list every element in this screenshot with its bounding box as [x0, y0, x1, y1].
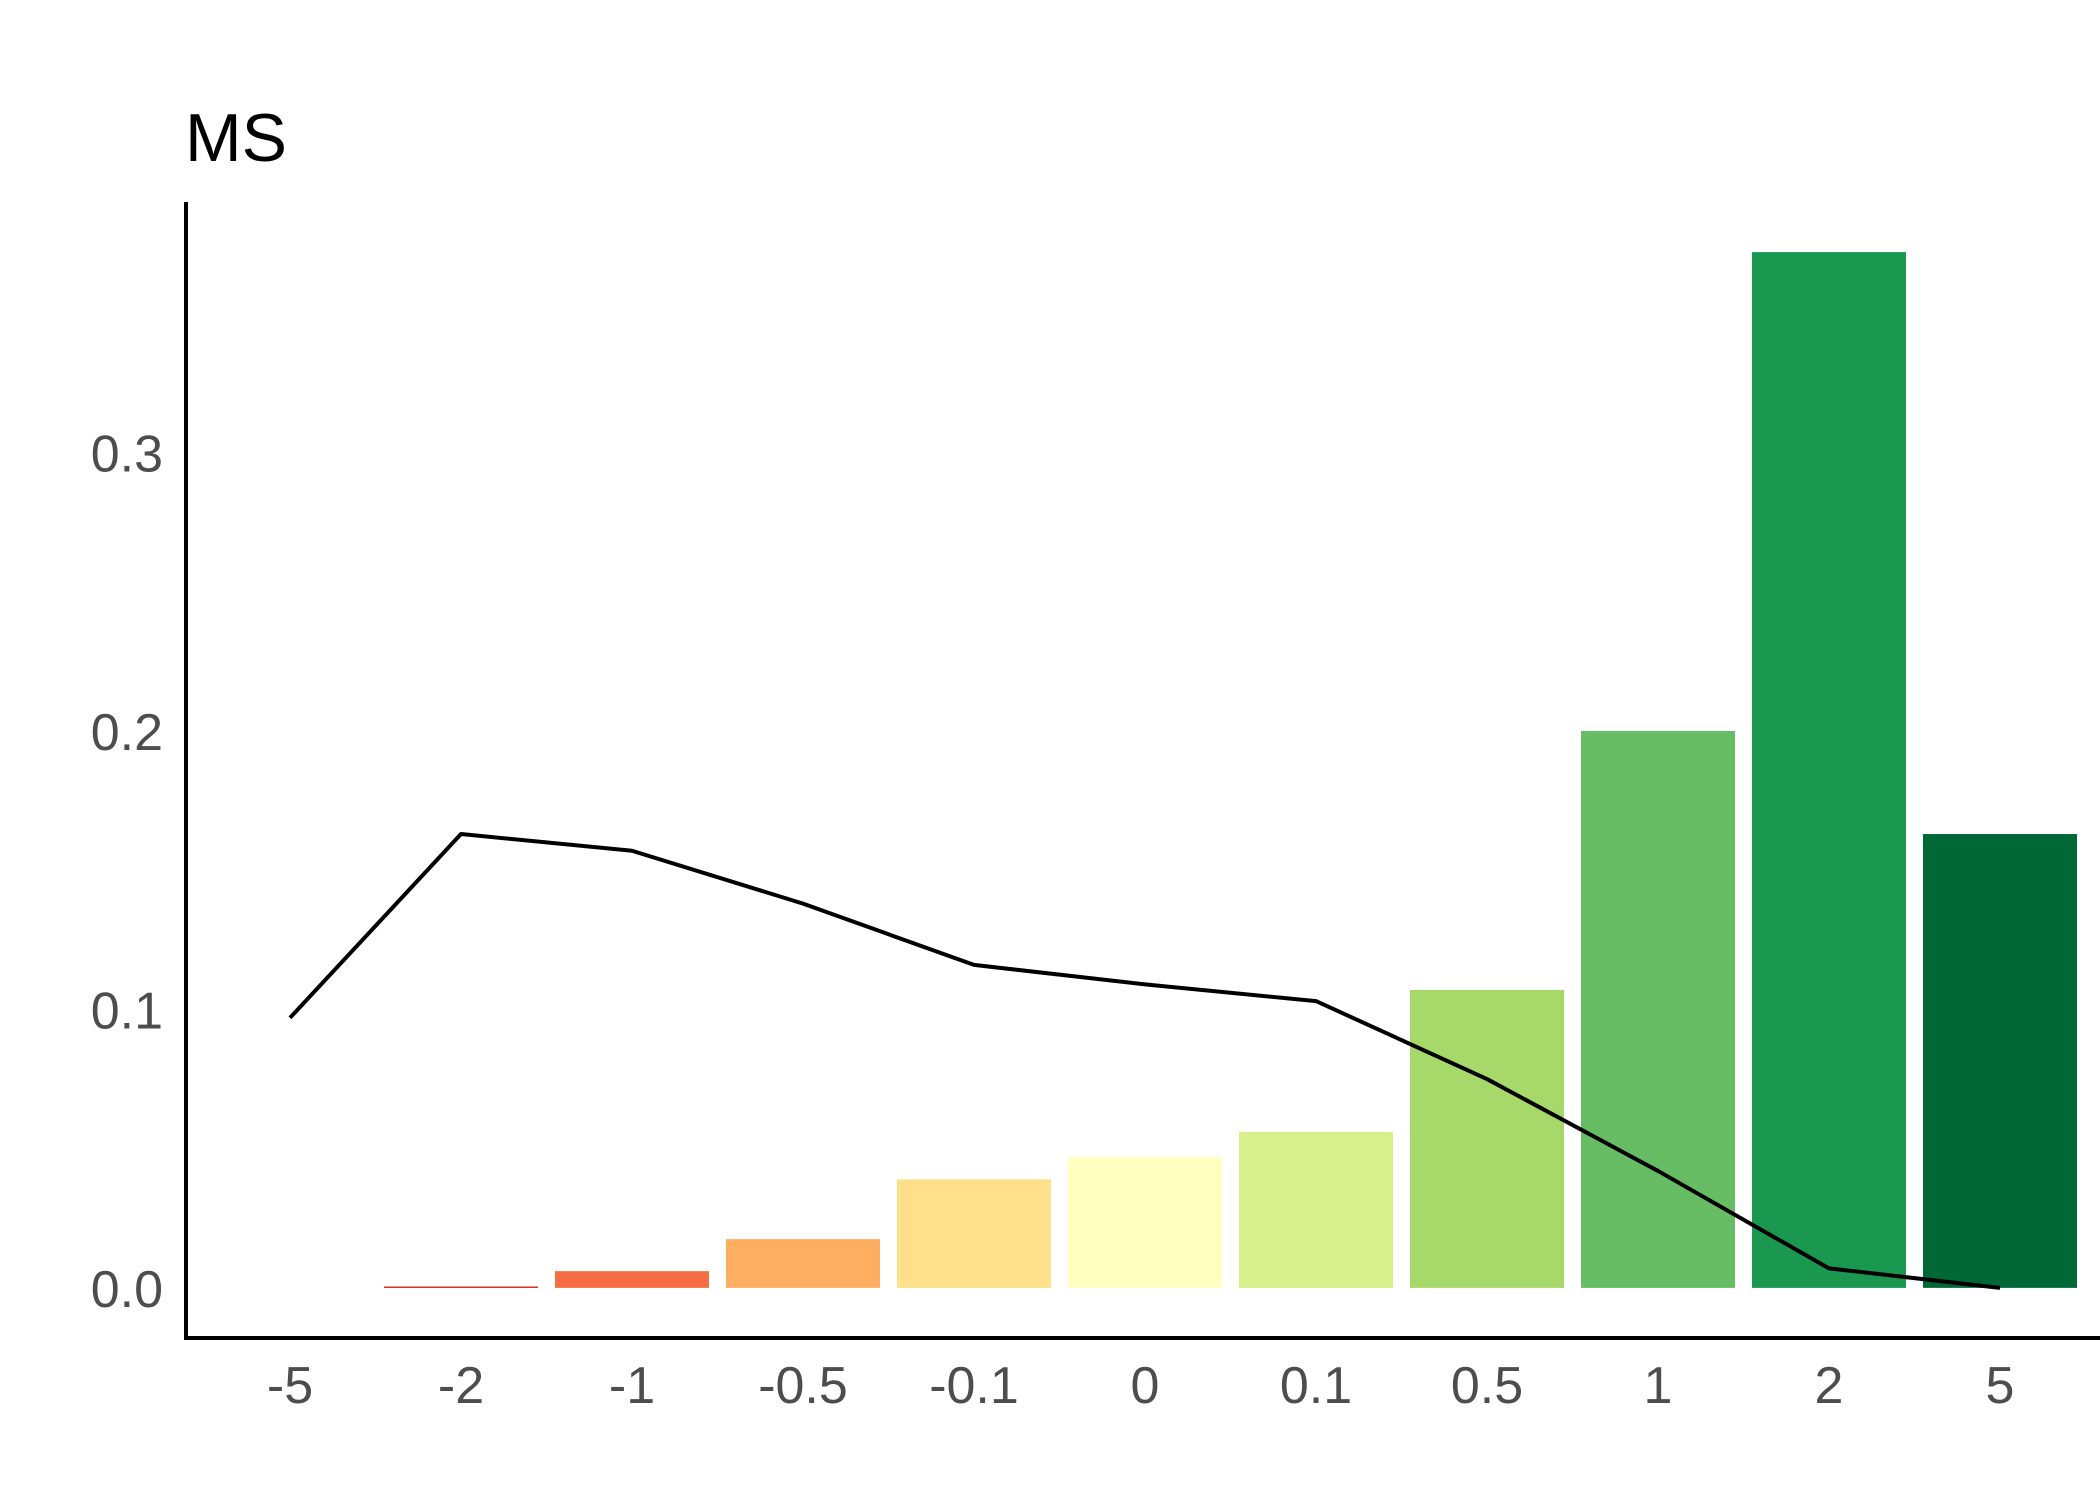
y-tick-labels: 0.0 0.1 0.2 0.3 [91, 426, 163, 1319]
axes-group [184, 202, 2100, 1340]
bar--2 [384, 1286, 538, 1288]
x-tick-label: 0 [1131, 1357, 1160, 1415]
bar-group [384, 252, 2077, 1288]
bar-0.1 [1239, 1131, 1393, 1288]
x-tick-labels: -5 -2 -1 -0.5 -0.1 0 0.1 0.5 1 2 5 [267, 1357, 2015, 1415]
bar-5 [1923, 834, 2077, 1288]
x-tick-label: 2 [1815, 1357, 1844, 1415]
bar--0.1 [897, 1179, 1051, 1288]
x-tick-label: -0.1 [929, 1357, 1019, 1415]
x-tick-label: 0.1 [1280, 1357, 1352, 1415]
y-tick-label: 0.1 [91, 982, 163, 1040]
bar--0.5 [726, 1239, 880, 1288]
y-tick-label: 0.0 [91, 1261, 163, 1319]
bar-2 [1752, 252, 1906, 1288]
x-tick-label: 0.5 [1451, 1357, 1523, 1415]
trend-line-group [288, 832, 2001, 1290]
x-tick-label: -0.5 [758, 1357, 848, 1415]
chart-title: MS [185, 100, 287, 176]
x-tick-label: -1 [609, 1357, 655, 1415]
x-tick-label: -2 [438, 1357, 484, 1415]
x-tick-label: -5 [267, 1357, 313, 1415]
bar--1 [555, 1271, 709, 1288]
x-tick-label: 1 [1644, 1357, 1673, 1415]
y-tick-label: 0.3 [91, 426, 163, 484]
trend-line [288, 832, 2001, 1290]
bar-0 [1068, 1157, 1222, 1288]
x-tick-label: 5 [1986, 1357, 2015, 1415]
bar-0.5 [1410, 989, 1564, 1288]
bar-1 [1581, 731, 1735, 1288]
y-tick-label: 0.2 [91, 704, 163, 762]
